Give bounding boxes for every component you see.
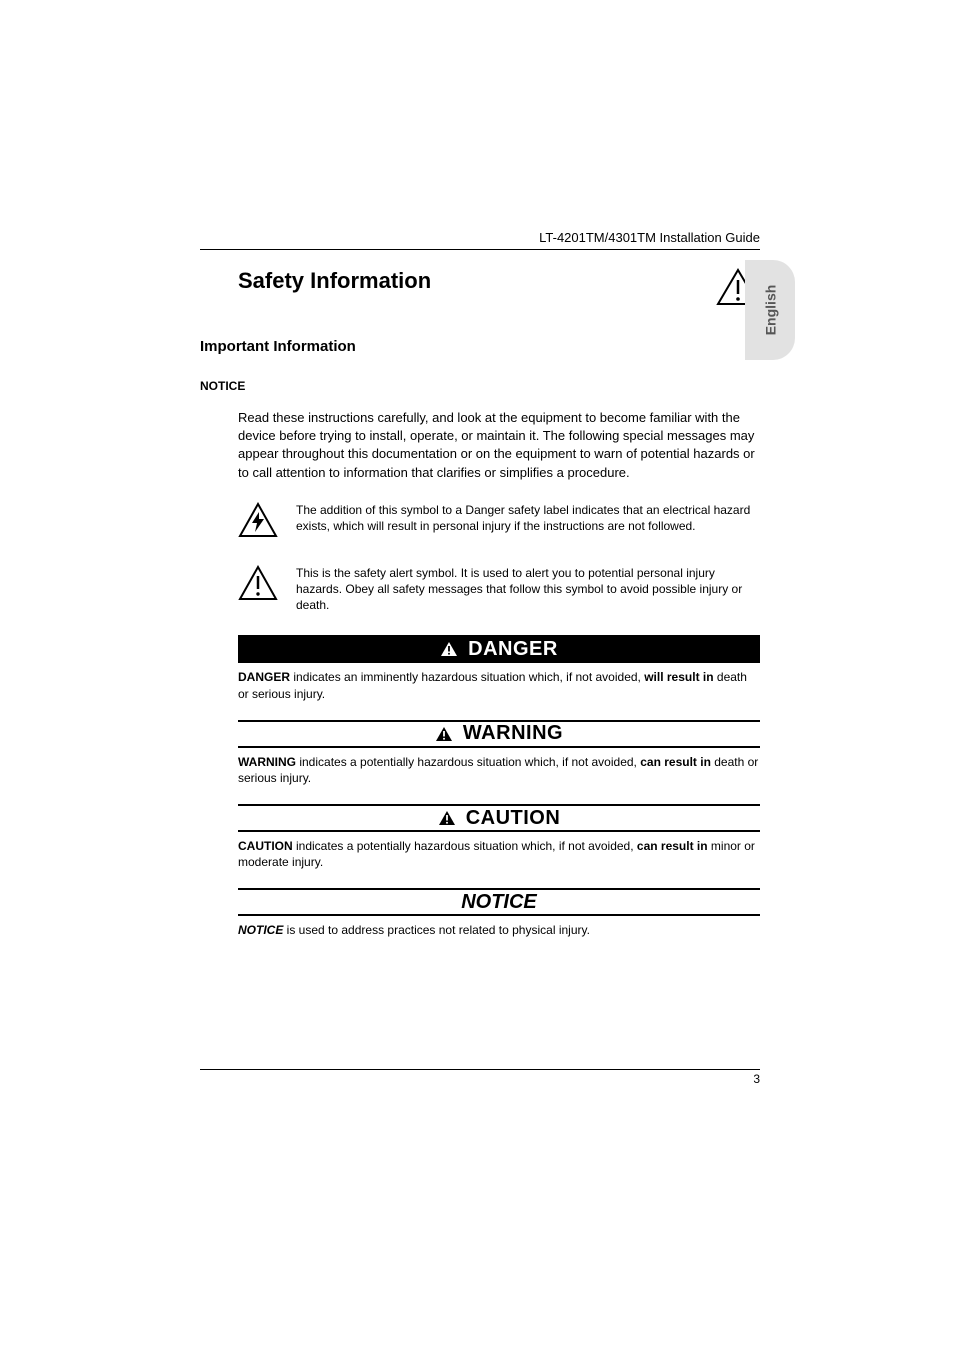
- caution-block: CAUTION CAUTION indicates a potentially …: [238, 804, 760, 870]
- electrical-hazard-icon: [238, 502, 278, 543]
- alert-icon: [435, 726, 453, 742]
- danger-block: DANGER DANGER indicates an imminently ha…: [238, 635, 760, 701]
- symbol-row-electrical: The addition of this symbol to a Danger …: [238, 502, 760, 543]
- lead: NOTICE: [238, 923, 283, 937]
- danger-label: DANGER: [468, 638, 558, 661]
- page-number: 3: [200, 1072, 760, 1086]
- warning-body: WARNING indicates a potentially hazardou…: [238, 754, 760, 786]
- symbol-desc: The addition of this symbol to a Danger …: [296, 502, 760, 534]
- subtitle: Important Information: [200, 338, 760, 355]
- danger-banner: DANGER: [238, 635, 760, 663]
- bold: will result in: [644, 670, 713, 684]
- lead: WARNING: [238, 755, 296, 769]
- notice-banner-label: NOTICE: [461, 891, 537, 914]
- danger-body: DANGER indicates an imminently hazardous…: [238, 669, 760, 701]
- notice-body: NOTICE is used to address practices not …: [238, 922, 760, 938]
- symbol-row-alert: This is the safety alert symbol. It is u…: [238, 565, 760, 614]
- alert-icon: [438, 810, 456, 826]
- caution-body: CAUTION indicates a potentially hazardou…: [238, 838, 760, 870]
- mid: indicates an imminently hazardous situat…: [290, 670, 644, 684]
- mid: indicates a potentially hazardous situat…: [296, 755, 640, 769]
- caution-label: CAUTION: [466, 807, 561, 830]
- header-guide-title: LT-4201TM/4301TM Installation Guide: [200, 230, 760, 245]
- warning-banner: WARNING: [238, 720, 760, 748]
- header-rule: [200, 249, 760, 250]
- symbol-desc: This is the safety alert symbol. It is u…: [296, 565, 760, 614]
- bold: can result in: [640, 755, 711, 769]
- language-label: English: [762, 285, 778, 336]
- notice-banner: NOTICE: [238, 888, 760, 916]
- caution-banner: CAUTION: [238, 804, 760, 832]
- warning-label: WARNING: [463, 722, 563, 745]
- page-title: Safety Information: [238, 268, 431, 294]
- footer-rule: [200, 1069, 760, 1070]
- alert-icon: [440, 641, 458, 657]
- lead: DANGER: [238, 670, 290, 684]
- language-tab: English: [745, 260, 795, 360]
- bold: can result in: [637, 839, 708, 853]
- warning-block: WARNING WARNING indicates a potentially …: [238, 720, 760, 786]
- notice-block: NOTICE NOTICE is used to address practic…: [238, 888, 760, 938]
- lead: CAUTION: [238, 839, 293, 853]
- intro-paragraph: Read these instructions carefully, and l…: [238, 409, 760, 482]
- safety-alert-icon: [238, 565, 278, 606]
- notice-label: NOTICE: [200, 379, 760, 393]
- tail: is used to address practices not related…: [283, 923, 590, 937]
- mid: indicates a potentially hazardous situat…: [293, 839, 637, 853]
